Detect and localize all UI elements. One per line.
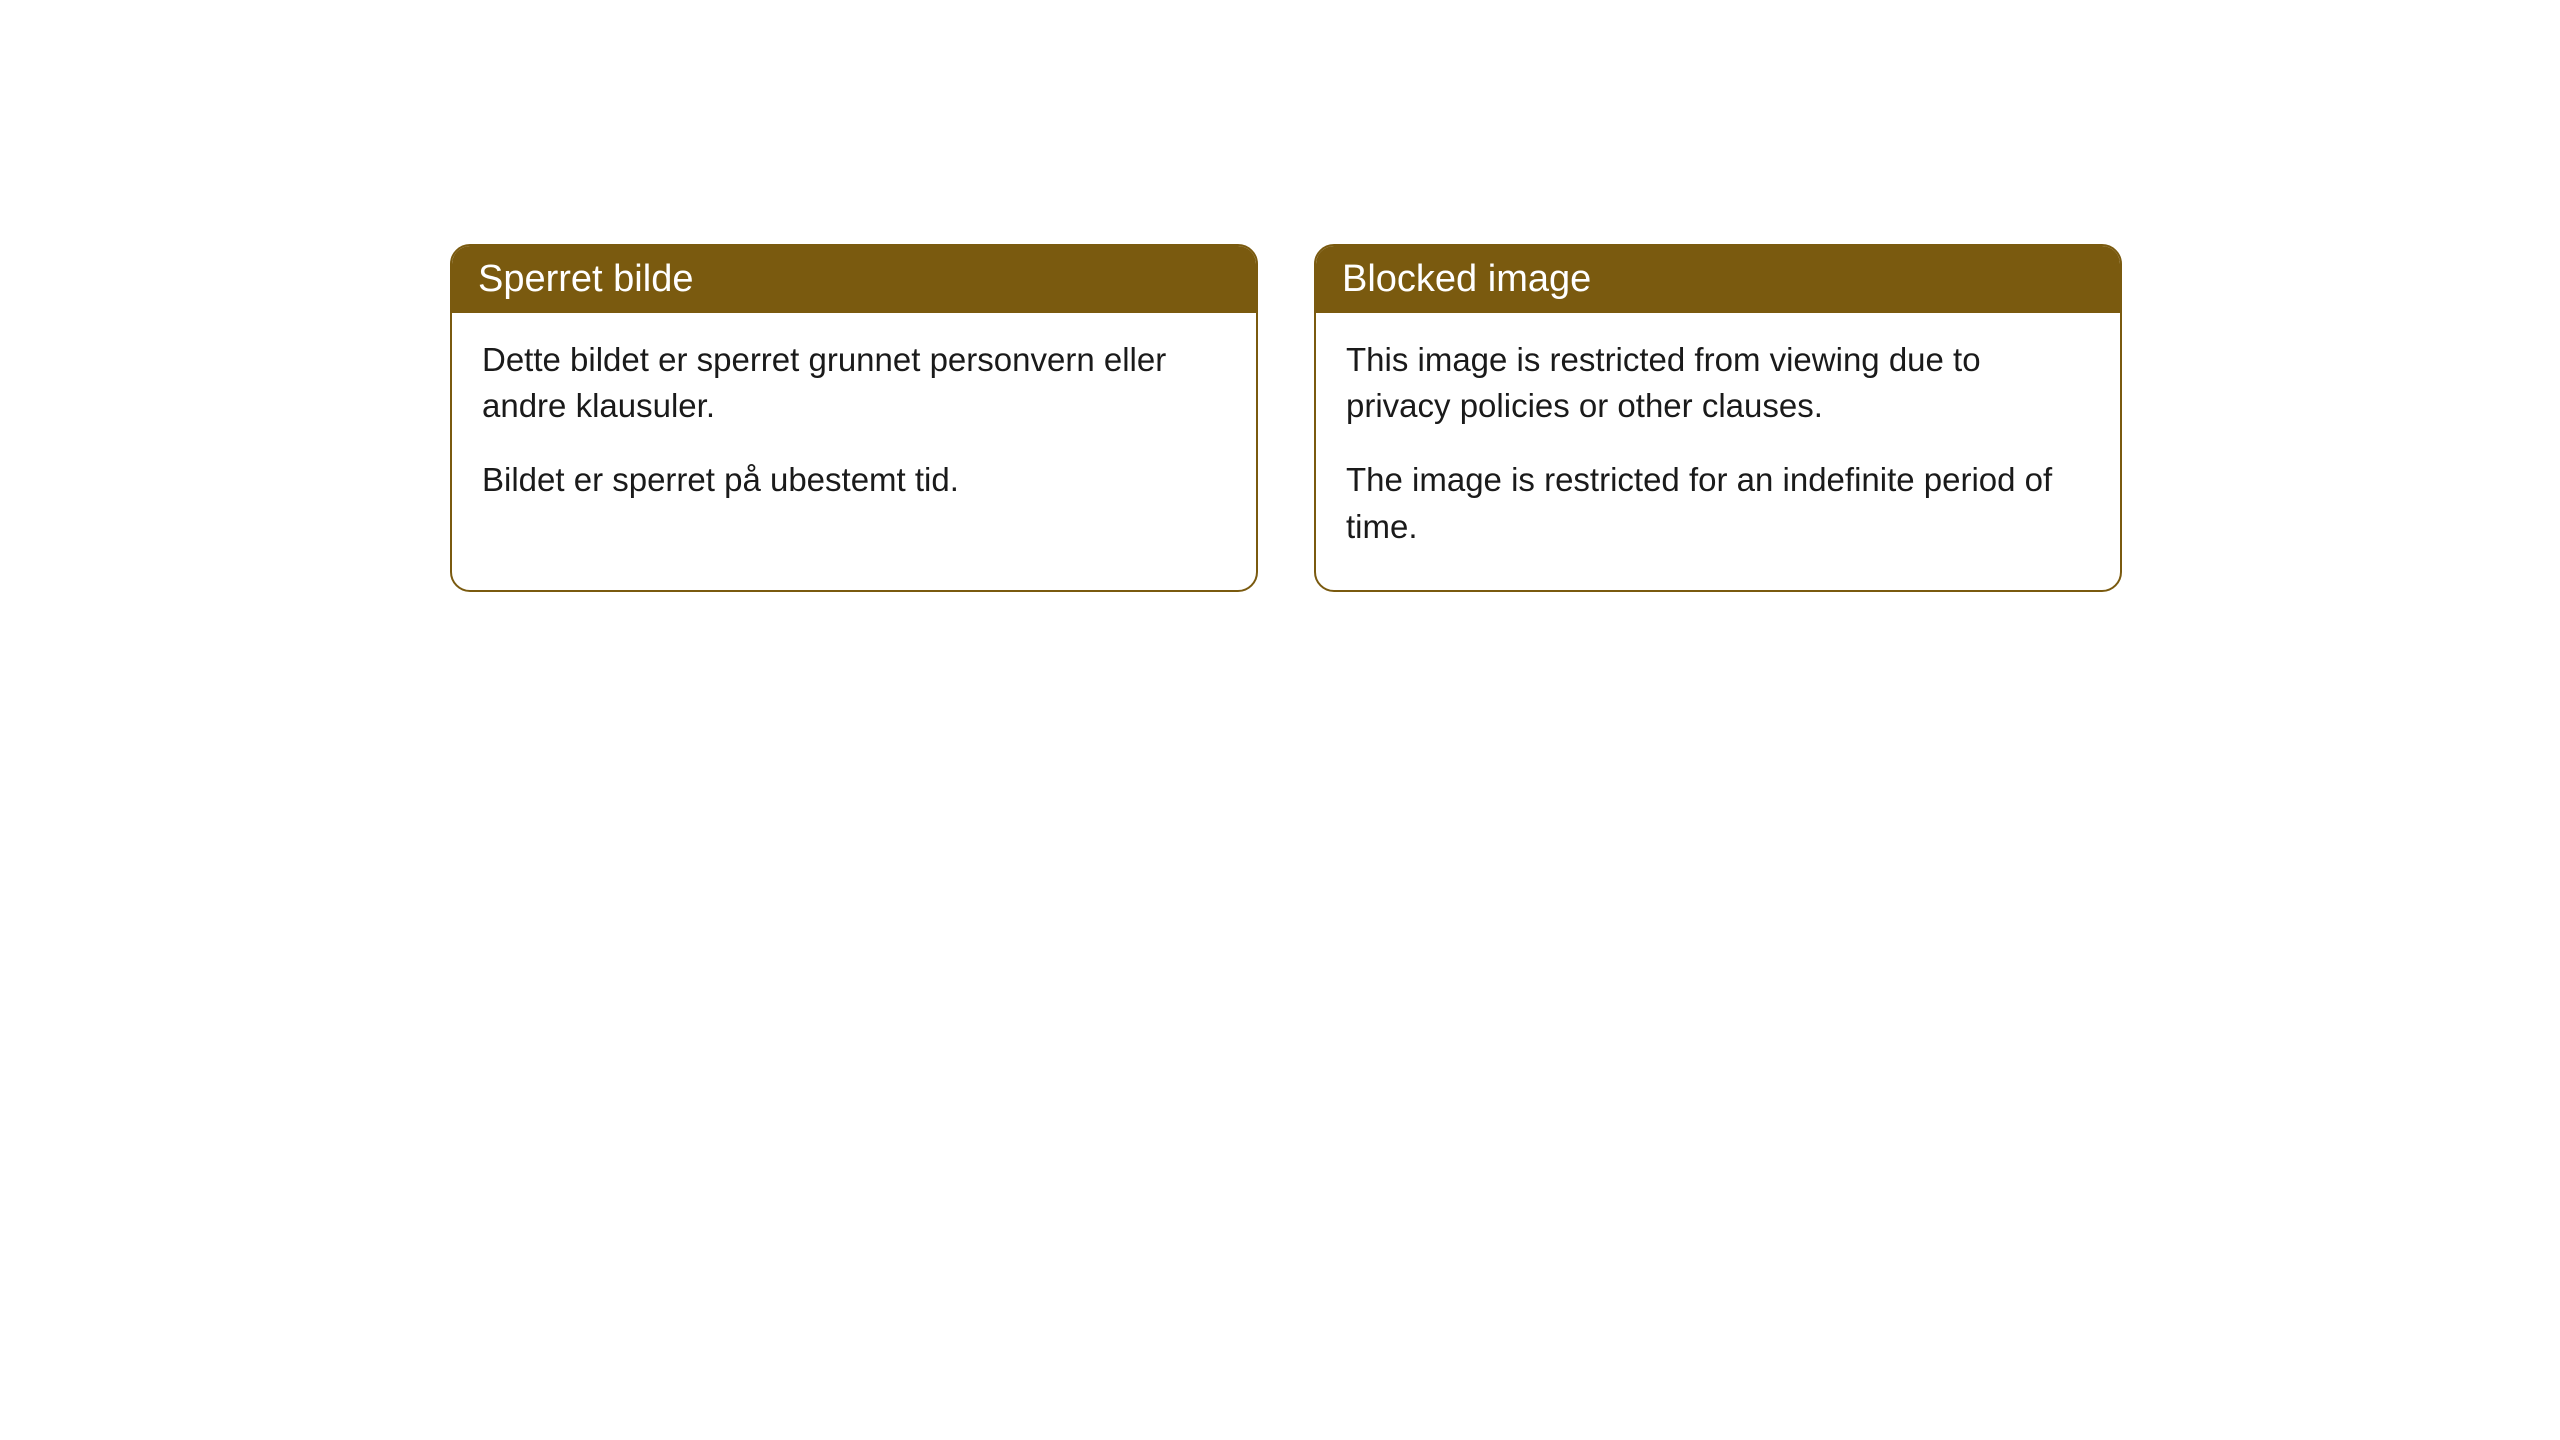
card-body: This image is restricted from viewing du… (1316, 313, 2120, 590)
card-paragraph: This image is restricted from viewing du… (1346, 337, 2090, 429)
card-paragraph: Dette bildet er sperret grunnet personve… (482, 337, 1226, 429)
blocked-image-card-no: Sperret bilde Dette bildet er sperret gr… (450, 244, 1258, 592)
card-body: Dette bildet er sperret grunnet personve… (452, 313, 1256, 544)
card-header: Blocked image (1316, 246, 2120, 313)
notice-cards-container: Sperret bilde Dette bildet er sperret gr… (450, 244, 2122, 592)
card-paragraph: Bildet er sperret på ubestemt tid. (482, 457, 1226, 503)
blocked-image-card-en: Blocked image This image is restricted f… (1314, 244, 2122, 592)
card-paragraph: The image is restricted for an indefinit… (1346, 457, 2090, 549)
card-header: Sperret bilde (452, 246, 1256, 313)
